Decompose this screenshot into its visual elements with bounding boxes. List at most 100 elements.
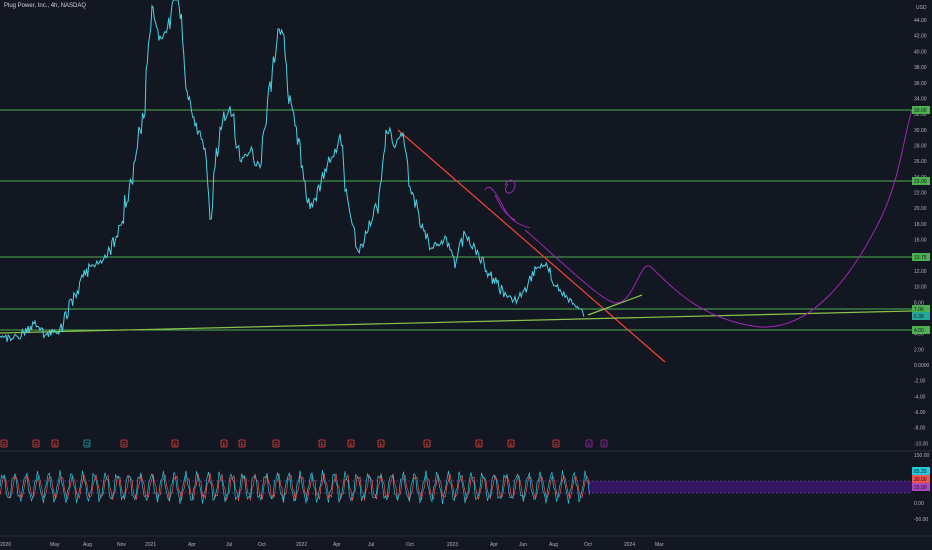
time-tick-label: Apr [333,542,341,548]
price-tick-label: 12.00 [914,269,927,275]
event-marker[interactable] [83,439,91,448]
event-marker[interactable] [552,439,560,448]
time-axis[interactable]: 2020 May Aug Nov 2021 Apr Jul Oct 2022 Apr Jul Oct 2… [0,535,932,548]
event-marker[interactable] [51,439,59,448]
price-axis[interactable]: USD 44.00 42.00 40.00 38.00 36.00 34.00 32.00 30… [912,5,930,447]
oscillator-tag [912,467,930,475]
time-tick-label: May [50,542,60,548]
price-tag [912,305,930,313]
time-tick-label: Apr [490,542,498,548]
time-tick-label: Apr [188,542,196,548]
price-tag [912,253,930,261]
price-tick-label: 18.00 [914,222,927,228]
squiggle-annotation[interactable] [484,179,531,229]
price-tick-label: 8.00 [914,300,924,306]
event-marker[interactable] [0,439,8,448]
time-tick-label: Oct [258,542,266,548]
rising-support-line[interactable] [0,310,913,334]
time-tick-label: Oct [584,542,592,548]
oscillator-tick-label: 150.00 [914,453,930,459]
projected-path[interactable] [524,109,913,328]
event-marker[interactable] [318,439,326,448]
oscillator-tag-label: 65.25 [914,469,927,475]
oscillator-line[interactable] [0,469,590,504]
event-marker-label: D [86,442,90,448]
event-marker-label: E [3,442,7,448]
oscillator-tick-label: 0.00 [914,501,924,507]
oscillator-tick-label: -50.00 [914,517,928,523]
price-tick-label: 36.00 [914,81,927,87]
price-tick-label: -4.00 [914,394,926,400]
event-marker-label: E [174,442,178,448]
price-tag [912,326,930,334]
price-tag [912,312,930,320]
price-tick-label: -2.00 [914,379,926,385]
time-tick-label: 2024 [624,542,635,548]
support-resistance-lines[interactable] [0,109,912,331]
time-tick-label: Mar [655,542,664,548]
currency-label: USD [916,5,927,11]
price-tick-label: 30.00 [914,128,927,134]
event-marker[interactable] [423,439,431,448]
oscillator-tag-label: 30.00 [914,477,927,483]
event-marker-label: E [54,442,58,448]
price-tick-label: 28.00 [914,143,927,149]
price-tick-label: -10.00 [914,441,928,447]
event-marker[interactable] [220,439,228,448]
oscillator-tag-label: 25.00 [914,485,927,491]
event-marker[interactable] [238,439,246,448]
price-series[interactable] [0,0,585,342]
event-marker-label: E [321,442,325,448]
event-marker[interactable] [377,439,385,448]
event-marker-label: E [603,442,607,448]
event-marker[interactable] [600,439,608,448]
time-tick-label: 2022 [296,542,307,548]
event-marker[interactable] [507,439,515,448]
oscillator-tag [912,475,930,483]
event-marker-label: E [510,442,514,448]
event-marker[interactable] [32,439,40,448]
event-marker-label: E [588,442,592,448]
event-marker-label: E [275,442,279,448]
event-marker-label: E [555,442,559,448]
short-green-line[interactable] [587,294,643,316]
time-tick-label: 2020 [0,542,11,548]
oscillator-axis[interactable]: 150.00100.0050.000.00-50.0065.2530.0025.… [912,453,930,523]
price-tag-label: 33.00 [914,108,927,114]
price-tick-label: -8.00 [914,426,926,432]
event-marker-label: E [223,442,227,448]
price-tag [912,106,930,114]
price-tick-label: -6.00 [914,410,926,416]
event-marker[interactable] [120,439,128,448]
time-tick-label: Jul [368,542,374,548]
price-tick-label: 4.00 [914,332,924,338]
oscillator-signal[interactable] [0,472,590,502]
event-marker[interactable] [171,439,179,448]
time-tick-label: 2023 [447,542,458,548]
price-tick-label: 16.00 [914,238,927,244]
price-tag-label: 13.75 [914,255,927,261]
oscillator-panel[interactable] [0,450,932,504]
event-marker[interactable] [475,439,483,448]
price-tick-label: 34.00 [914,96,927,102]
event-marker[interactable] [272,439,280,448]
event-marker-label: E [35,442,39,448]
event-marker-label: E [380,442,384,448]
time-tick-label: Oct [406,542,414,548]
time-tick-label: Jun [519,542,527,548]
time-tick-label: Nov [117,542,126,548]
price-tick-label: 42.00 [914,34,927,40]
descending-trend-line[interactable] [397,129,666,363]
chart-title: Plug Power, Inc., 4h, NASDAQ [4,3,87,9]
price-tick-label: 0.0000 [914,363,930,369]
price-tick-label: 2.00 [914,347,924,353]
price-tag-label: 6.38 [914,314,924,320]
event-marker-label: E [123,442,127,448]
event-marker[interactable] [347,439,355,448]
event-marker[interactable] [585,439,593,448]
event-marker-label: E [241,442,245,448]
oscillator-tag [912,483,930,491]
price-tick-label: 20.00 [914,206,927,212]
